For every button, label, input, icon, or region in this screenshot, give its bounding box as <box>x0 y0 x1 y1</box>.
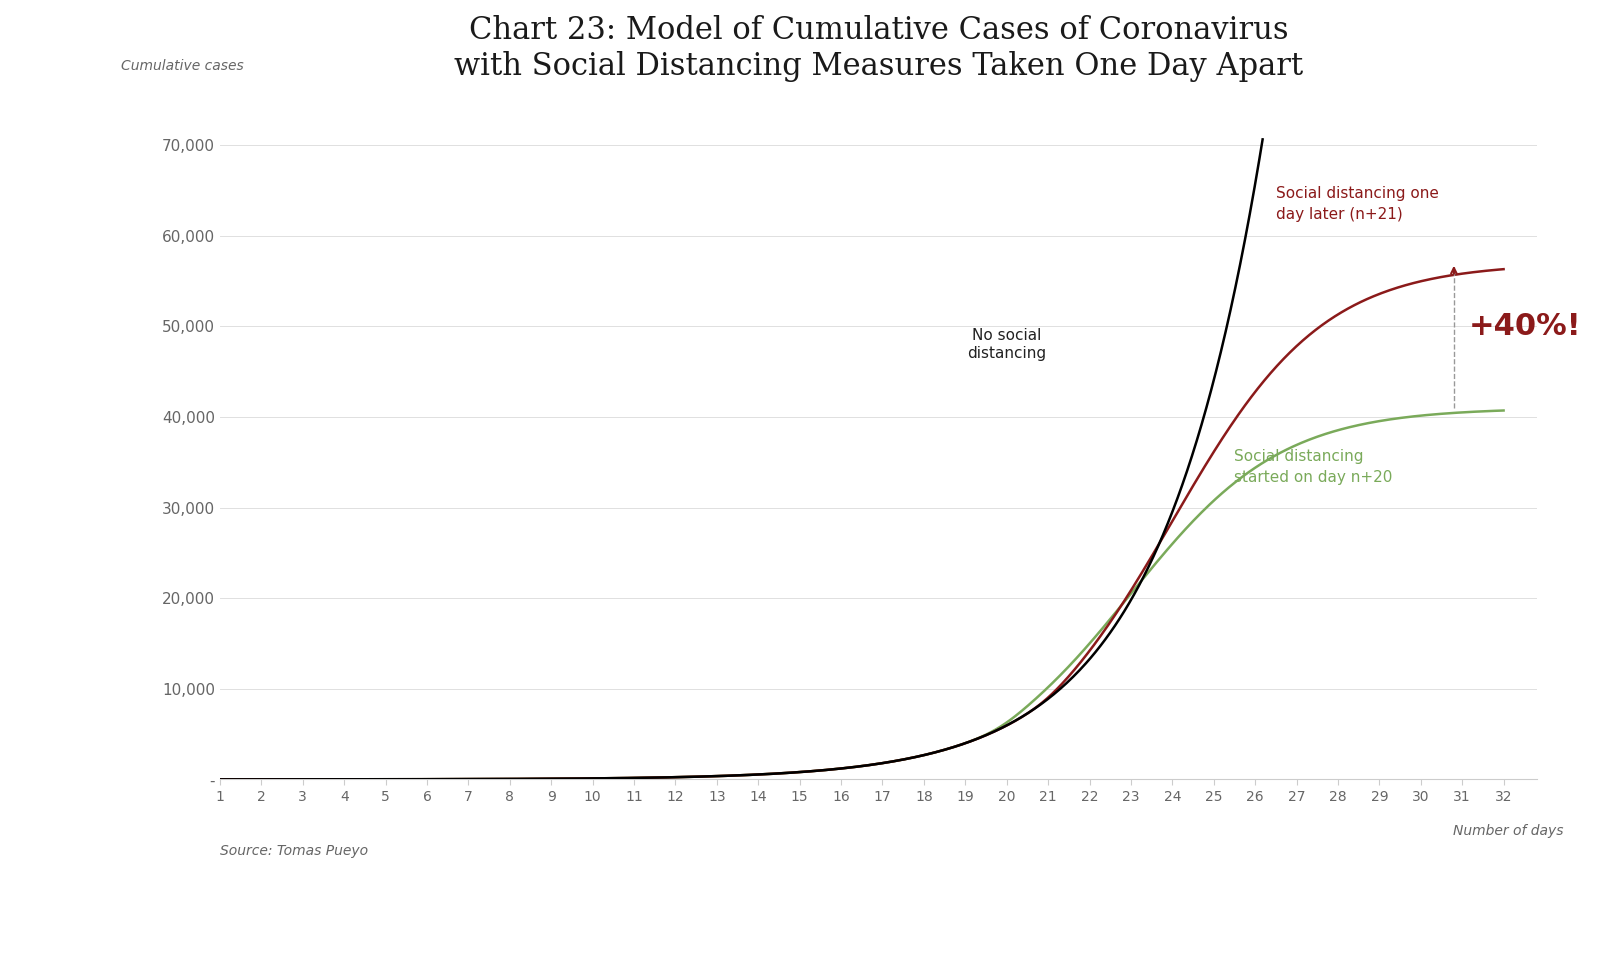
Title: Chart 23: Model of Cumulative Cases of Coronavirus
with Social Distancing Measur: Chart 23: Model of Cumulative Cases of C… <box>454 15 1302 82</box>
Text: Source: Tomas Pueyo: Source: Tomas Pueyo <box>221 844 368 858</box>
Text: Social distancing
started on day n+20: Social distancing started on day n+20 <box>1235 449 1394 485</box>
Text: Number of days: Number of days <box>1453 824 1563 838</box>
Text: Cumulative cases: Cumulative cases <box>122 59 243 72</box>
Text: Social distancing one
day later (n+21): Social distancing one day later (n+21) <box>1275 186 1438 222</box>
Text: +40%!: +40%! <box>1469 312 1581 341</box>
Text: No social
distancing: No social distancing <box>966 328 1046 360</box>
